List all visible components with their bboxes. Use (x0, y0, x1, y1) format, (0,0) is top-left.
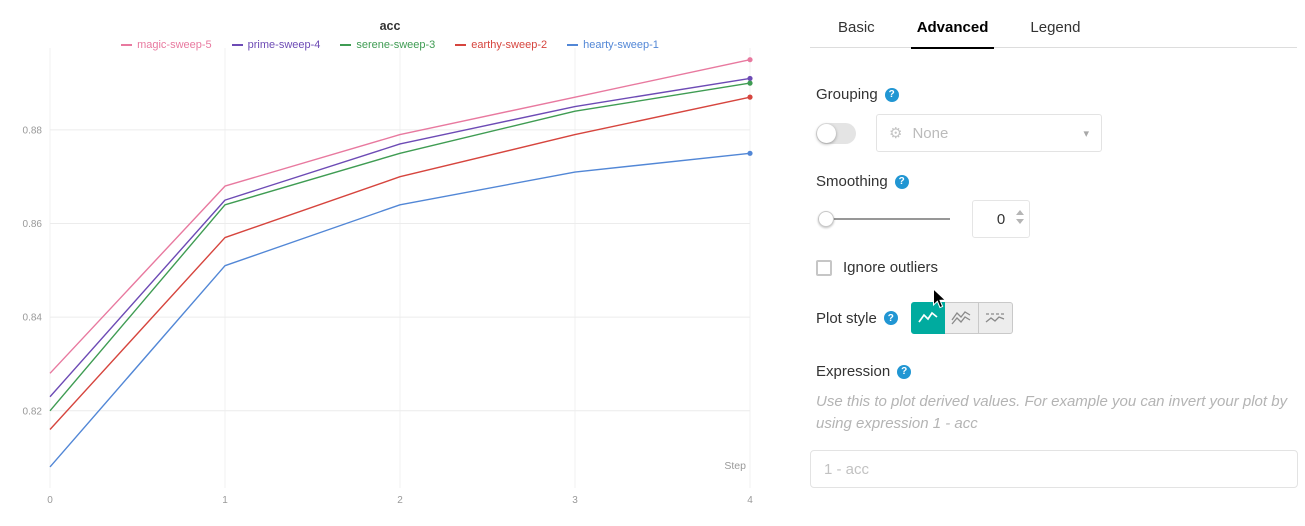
series-line-earthy-sweep-2 (49, 96, 751, 430)
series-endpoint-hearty-sweep-1 (747, 150, 753, 156)
x-tick-label: 2 (397, 495, 403, 506)
y-tick-label: 0.82 (23, 406, 43, 417)
stepper-up-icon[interactable] (1016, 210, 1024, 215)
ignore-outliers-row: Ignore outliers (816, 259, 938, 276)
line-plot-icon (918, 311, 938, 323)
expression-label: Expression ? (816, 363, 912, 380)
grouping-controls: ⚙ None ▾ (816, 114, 1102, 152)
mean-range-plot-icon (985, 313, 1005, 323)
plot-style-label-text: Plot style (816, 309, 877, 327)
series-line-prime-sweep-4 (49, 77, 751, 398)
legend-swatch (567, 44, 579, 46)
tab-advanced[interactable]: Advanced (910, 9, 995, 49)
ignore-outliers-label: Ignore outliers (843, 259, 939, 276)
smoothing-help-icon[interactable]: ? (894, 174, 909, 189)
grouping-label-text: Grouping (816, 86, 878, 103)
slider-track (818, 218, 950, 220)
panel-tabs: Basic Advanced Legend (832, 9, 1086, 49)
chevron-down-icon: ▾ (1083, 127, 1089, 140)
number-stepper[interactable] (1016, 210, 1024, 224)
grouping-toggle[interactable] (816, 122, 856, 144)
grouping-label: Grouping ? (816, 86, 899, 103)
smoothing-controls (818, 200, 1030, 238)
x-tick-label: 3 (572, 495, 578, 506)
tab-legend[interactable]: Legend (1030, 19, 1081, 36)
minmax-plot-icon (951, 311, 971, 325)
plot-style-label: Plot style ? (816, 310, 898, 327)
plot-style-mean-range-button[interactable] (978, 302, 1013, 334)
plot-style-row: Plot style ? (816, 302, 1013, 334)
x-axis-label: Step (724, 460, 746, 472)
plot-style-button-group (910, 302, 1013, 334)
series-endpoint-serene-sweep-3 (747, 80, 753, 86)
expression-input[interactable] (810, 450, 1298, 488)
x-tick-label: 1 (222, 495, 228, 506)
stepper-down-icon[interactable] (1016, 219, 1024, 224)
smoothing-number-box (972, 200, 1030, 238)
chart-panel: acc magic-sweep-5 prime-sweep-4 serene-swe… (0, 19, 780, 506)
grouping-dropdown[interactable]: ⚙ None ▾ (876, 114, 1102, 152)
ignore-outliers-checkbox[interactable] (816, 259, 832, 276)
series-endpoint-prime-sweep-4 (747, 75, 753, 82)
chart-legend: magic-sweep-5 prime-sweep-4 serene-sweep-3… (0, 39, 780, 51)
legend-label: magic-sweep-5 (137, 39, 212, 51)
y-tick-label: 0.86 (23, 219, 43, 230)
gear-icon: ⚙ (889, 124, 903, 142)
smoothing-label: Smoothing ? (816, 173, 909, 190)
legend-swatch (340, 44, 352, 46)
acc-line-chart: 0.82 0.84 0.86 0.88 0 1 2 3 4 Step (23, 48, 753, 506)
series-endpoint-earthy-sweep-2 (747, 94, 753, 100)
smoothing-value-input[interactable] (986, 210, 1016, 228)
y-tick-label: 0.84 (23, 313, 43, 324)
plot-style-line-button[interactable] (910, 302, 945, 334)
legend-item-hearty-sweep-1[interactable]: hearty-sweep-1 (567, 39, 659, 51)
legend-item-earthy-sweep-2[interactable]: earthy-sweep-2 (455, 39, 547, 51)
legend-label: serene-sweep-3 (356, 39, 436, 51)
plot-style-minmax-button[interactable] (944, 302, 979, 334)
smoothing-slider[interactable] (818, 200, 950, 238)
toggle-knob (817, 123, 836, 143)
series-line-serene-sweep-3 (49, 82, 751, 412)
x-tick-label: 0 (47, 495, 53, 506)
smoothing-label-text: Smoothing (816, 173, 888, 190)
legend-label: earthy-sweep-2 (471, 39, 548, 51)
grouping-dropdown-value: None (912, 124, 949, 142)
chart-title: acc (379, 19, 401, 33)
series-line-magic-sweep-5 (49, 59, 751, 374)
slider-knob[interactable] (818, 211, 834, 227)
grouping-help-icon[interactable]: ? (884, 87, 899, 102)
legend-item-prime-sweep-4[interactable]: prime-sweep-4 (231, 39, 321, 51)
tab-basic[interactable]: Basic (838, 19, 875, 36)
tabs-divider (810, 47, 1297, 48)
expression-label-text: Expression (816, 363, 891, 380)
series-endpoint-magic-sweep-5 (747, 57, 753, 63)
y-tick-label: 0.88 (23, 125, 43, 136)
series-line-hearty-sweep-1 (49, 152, 751, 468)
plot-style-help-icon[interactable]: ? (883, 311, 898, 325)
legend-swatch (455, 44, 467, 46)
legend-label: prime-sweep-4 (247, 39, 321, 51)
legend-swatch (231, 44, 243, 46)
legend-item-serene-sweep-3[interactable]: serene-sweep-3 (340, 39, 435, 51)
legend-item-magic-sweep-5[interactable]: magic-sweep-5 (121, 39, 212, 51)
legend-label: hearty-sweep-1 (583, 39, 659, 51)
expression-help-icon[interactable]: ? (897, 364, 912, 379)
legend-swatch (121, 44, 133, 46)
x-tick-label: 4 (747, 495, 753, 506)
settings-panel: Basic Advanced Legend Grouping ? ⚙ None … (810, 0, 1305, 526)
expression-help-text: Use this to plot derived values. For exa… (816, 393, 1288, 433)
